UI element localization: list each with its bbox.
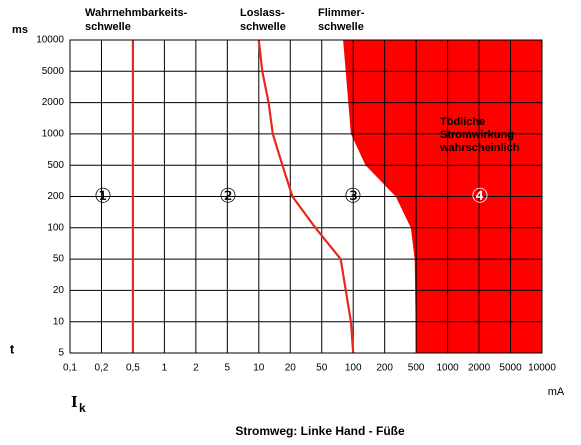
zone-label: ② (219, 185, 237, 207)
y-tick-label: 5000 (42, 66, 65, 77)
y-tick-label: 500 (47, 160, 64, 171)
threshold-label: schwelle (318, 21, 364, 33)
threshold-label: Loslass- (240, 7, 285, 19)
y-tick-label: 100 (47, 222, 64, 233)
x-tick-label: 10 (253, 363, 265, 374)
y-tick-label: 2000 (42, 97, 65, 108)
threshold-label: Flimmer- (318, 7, 365, 19)
y-tick-label: 5 (58, 348, 64, 359)
threshold-label: Wahrnehmbarkeits- (85, 7, 188, 19)
x-tick-label: 1000 (436, 363, 459, 374)
x-tick-label: 10000 (528, 363, 556, 374)
y-tick-label: 200 (47, 191, 64, 202)
x-tick-label: 50 (316, 363, 328, 374)
x-tick-label: 2 (193, 363, 199, 374)
x-tick-label: 500 (408, 363, 425, 374)
y-axis-symbol: t (10, 341, 15, 356)
chart-title: Stromweg: Linke Hand - Füße (235, 424, 405, 438)
y-tick-label: 20 (53, 285, 65, 296)
x-tick-label: 1 (162, 363, 168, 374)
y-tick-label: 50 (53, 254, 65, 265)
x-tick-label: 2000 (468, 363, 491, 374)
plot-frame (69, 39, 543, 354)
y-tick-label: 1000 (42, 129, 65, 140)
threshold-label: schwelle (240, 21, 286, 33)
y-tick-label: 10000 (36, 35, 64, 46)
x-tick-label: 5 (225, 363, 231, 374)
y-tick-label: 10 (53, 316, 65, 327)
zone-label: ④ (471, 185, 489, 207)
x-tick-label: 5000 (499, 363, 522, 374)
x-axis-symbol: I (71, 392, 78, 411)
x-axis-unit: mA (548, 386, 565, 398)
annotation: wahrscheinlich (439, 142, 520, 154)
threshold-line (257, 39, 355, 354)
zone-label: ① (94, 185, 112, 207)
threshold-label: schwelle (85, 21, 131, 33)
x-tick-label: 0,5 (126, 363, 140, 374)
x-axis-symbol-subscript: k (79, 401, 86, 415)
x-tick-label: 0,1 (63, 363, 77, 374)
zone-label: ③ (344, 185, 362, 207)
x-tick-label: 0,2 (95, 363, 109, 374)
y-axis-unit: ms (12, 24, 28, 36)
annotation: Stromwirkung (440, 129, 514, 141)
annotation: Tödliche (440, 116, 485, 128)
x-tick-label: 100 (345, 363, 362, 374)
x-tick-label: 200 (376, 363, 393, 374)
x-tick-label: 20 (285, 363, 297, 374)
